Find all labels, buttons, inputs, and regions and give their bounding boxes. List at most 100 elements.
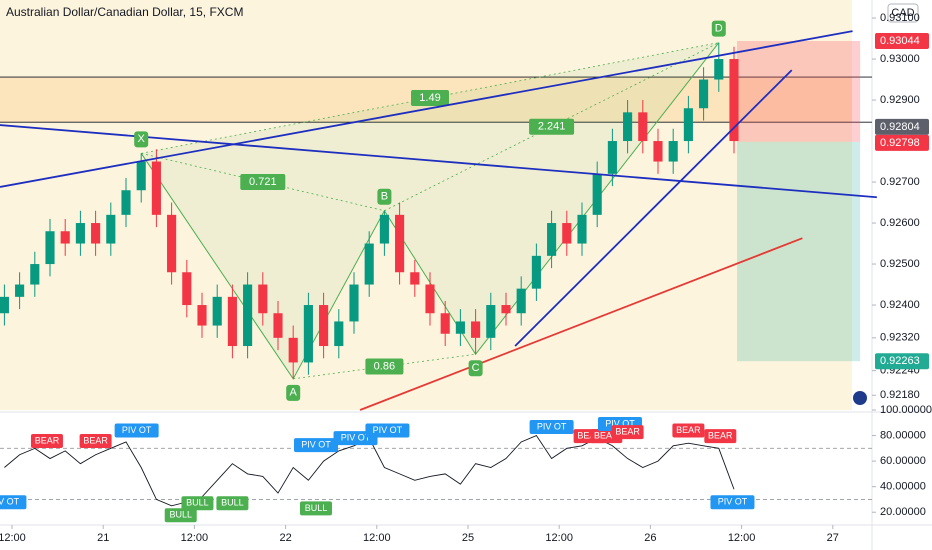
osc-marker — [0, 495, 27, 510]
currency-box[interactable] — [887, 3, 919, 23]
osc-marker-label: BEAR — [615, 426, 640, 436]
target-zone — [737, 141, 861, 362]
candle-body — [151, 161, 161, 215]
candle-body — [653, 141, 663, 162]
osc-marker — [710, 495, 755, 510]
ratio-badge — [529, 118, 575, 135]
ratio-line — [384, 42, 719, 212]
osc-marker-label: PIV OT — [341, 432, 371, 442]
x-tick-label: 12:00 — [0, 532, 26, 544]
y-tick-label: 0.92600 — [880, 217, 920, 229]
candle-body — [258, 284, 268, 314]
candle-body — [364, 243, 374, 285]
candle-body — [303, 305, 313, 363]
price-label: 0.92804 — [880, 121, 920, 133]
ratio-label: 1.49 — [419, 92, 440, 104]
pattern-point — [286, 384, 301, 401]
osc-marker — [299, 501, 332, 516]
flag-icon — [853, 391, 867, 405]
stop-zone — [737, 41, 861, 142]
currency[interactable]: CAD — [891, 7, 914, 19]
y-tick-label: 0.92320 — [880, 332, 920, 344]
candle-body — [562, 223, 572, 244]
candle-body — [455, 321, 465, 334]
osc-marker-label: PIV OT — [537, 421, 567, 431]
osc-marker — [114, 423, 159, 438]
osc-marker-label: BEAR — [708, 430, 733, 440]
pattern-label: A — [290, 387, 298, 399]
candle-body — [288, 337, 298, 363]
candle-body — [547, 223, 557, 256]
osc-marker — [79, 434, 112, 449]
osc-marker-label: PIV OT — [122, 425, 152, 435]
candle-body — [182, 272, 192, 306]
candle-body — [699, 79, 709, 109]
osc-tick-label: 20.00000 — [880, 506, 926, 518]
candle-body — [227, 296, 237, 347]
candle-body — [0, 296, 9, 314]
osc-tick-label: 60.00000 — [880, 455, 926, 467]
candle-body — [425, 284, 435, 314]
candle-body — [638, 112, 648, 142]
osc-marker-label: BEAR — [676, 425, 701, 435]
candle-body — [121, 190, 131, 215]
candle-body — [486, 305, 496, 338]
osc-marker-label: BULL — [305, 503, 328, 513]
x-tick-label: 12:00 — [545, 532, 573, 544]
candle-body — [607, 141, 617, 174]
pattern-point — [711, 20, 726, 37]
candle-body — [592, 173, 602, 215]
osc-marker-label: PIV OT — [301, 440, 331, 450]
osc-marker — [293, 438, 338, 453]
pattern-label: D — [715, 23, 723, 35]
x-tick-label: 22 — [279, 532, 291, 544]
candle-body — [75, 223, 85, 244]
candle-body — [440, 313, 450, 334]
osc-marker — [164, 508, 197, 523]
osc-marker-label: BEAR — [83, 435, 108, 445]
osc-marker — [611, 425, 644, 440]
candle-body — [212, 296, 222, 326]
ratio-line — [141, 152, 385, 212]
background-zone — [0, 0, 852, 410]
ratio-label: 0.721 — [249, 176, 277, 188]
osc-marker — [365, 423, 410, 438]
candle-body — [30, 264, 40, 285]
osc-marker — [704, 429, 737, 444]
osc-marker-label: BULL — [186, 498, 209, 508]
osc-marker-label: BEAR — [577, 430, 602, 440]
candle-body — [577, 214, 587, 244]
osc-marker-label: PIV OT — [605, 418, 635, 428]
y-tick-label: 0.92900 — [880, 94, 920, 106]
osc-marker — [216, 496, 249, 511]
osc-marker-label: PIV OT — [373, 425, 403, 435]
candle-body — [45, 231, 55, 265]
candle-body — [714, 59, 724, 80]
trendline — [0, 30, 853, 188]
y-tick-label: 0.92400 — [880, 299, 920, 311]
osc-tick-label: 100.00000 — [880, 404, 932, 416]
osc-tick-label: 40.00000 — [880, 481, 926, 493]
osc-marker — [181, 496, 214, 511]
pattern-point — [468, 360, 483, 377]
trendline — [359, 237, 803, 411]
osc-marker — [672, 423, 705, 438]
x-tick-label: 21 — [97, 532, 109, 544]
x-tick-label: 25 — [462, 532, 474, 544]
y-tick-label: 0.92500 — [880, 258, 920, 270]
price-label: 0.92263 — [880, 355, 920, 367]
price-label: 0.92798 — [880, 137, 920, 149]
ratio-badge — [410, 89, 449, 106]
candle-body — [395, 214, 405, 273]
y-tick-label: 0.93100 — [880, 12, 920, 24]
osc-marker-label: PIV OT — [0, 497, 20, 507]
price-label: 0.93044 — [880, 35, 920, 47]
price-label-box — [875, 33, 929, 49]
x-tick-label: 12:00 — [181, 532, 209, 544]
osc-marker-label: PIV OT — [718, 497, 748, 507]
candle-body — [243, 284, 253, 347]
pattern-point — [134, 131, 149, 148]
candle-body — [91, 223, 101, 244]
price-label-box — [875, 353, 929, 370]
candle-body — [106, 214, 116, 244]
